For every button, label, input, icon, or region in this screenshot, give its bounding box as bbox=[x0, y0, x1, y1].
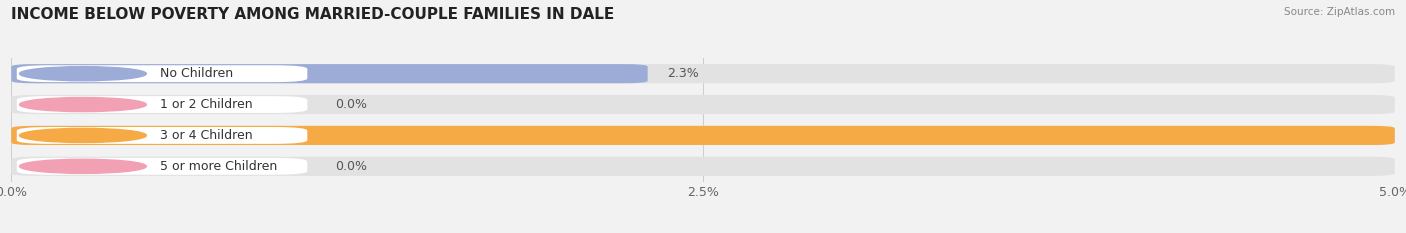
Circle shape bbox=[20, 67, 146, 81]
Circle shape bbox=[20, 159, 146, 173]
Text: INCOME BELOW POVERTY AMONG MARRIED-COUPLE FAMILIES IN DALE: INCOME BELOW POVERTY AMONG MARRIED-COUPL… bbox=[11, 7, 614, 22]
Text: 3 or 4 Children: 3 or 4 Children bbox=[160, 129, 253, 142]
FancyBboxPatch shape bbox=[11, 126, 1395, 145]
FancyBboxPatch shape bbox=[11, 126, 1395, 145]
FancyBboxPatch shape bbox=[17, 65, 308, 82]
FancyBboxPatch shape bbox=[17, 127, 308, 144]
FancyBboxPatch shape bbox=[11, 64, 1395, 83]
Text: 1 or 2 Children: 1 or 2 Children bbox=[160, 98, 253, 111]
Text: No Children: No Children bbox=[160, 67, 233, 80]
FancyBboxPatch shape bbox=[11, 95, 1395, 114]
FancyBboxPatch shape bbox=[17, 96, 308, 113]
FancyBboxPatch shape bbox=[11, 157, 1395, 176]
Text: 0.0%: 0.0% bbox=[335, 160, 367, 173]
Text: 2.3%: 2.3% bbox=[666, 67, 699, 80]
Text: 0.0%: 0.0% bbox=[335, 98, 367, 111]
Circle shape bbox=[20, 128, 146, 143]
FancyBboxPatch shape bbox=[11, 64, 648, 83]
Circle shape bbox=[20, 97, 146, 112]
FancyBboxPatch shape bbox=[17, 158, 308, 175]
Text: Source: ZipAtlas.com: Source: ZipAtlas.com bbox=[1284, 7, 1395, 17]
Text: 5 or more Children: 5 or more Children bbox=[160, 160, 277, 173]
